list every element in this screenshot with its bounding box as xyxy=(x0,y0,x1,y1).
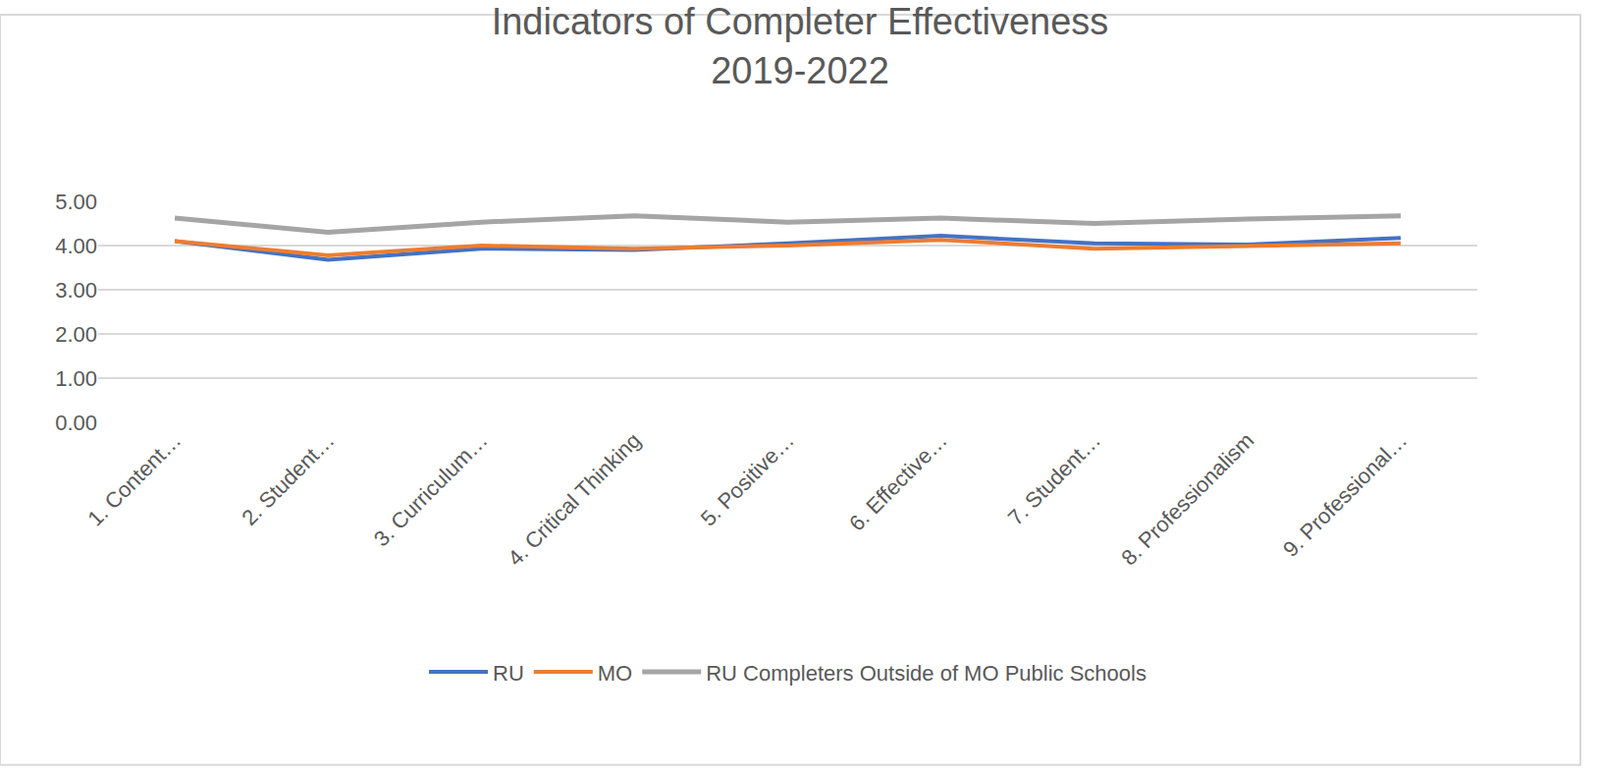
svg-text:5.00: 5.00 xyxy=(54,189,98,214)
svg-text:Indicators of Completer Effect: Indicators of Completer Effectiveness201… xyxy=(491,0,1110,91)
svg-text:6. Effective…: 6. Effective… xyxy=(844,427,953,536)
svg-text:1.00: 1.00 xyxy=(54,366,98,391)
svg-text:4.00: 4.00 xyxy=(54,233,98,259)
svg-text:RU: RU xyxy=(492,660,525,686)
svg-text:0.00: 0.00 xyxy=(54,410,98,435)
svg-text:7. Student…: 7. Student… xyxy=(1003,427,1106,531)
svg-text:2. Student…: 2. Student… xyxy=(236,427,339,531)
svg-text:3.00: 3.00 xyxy=(54,277,98,303)
svg-text:5. Positive…: 5. Positive… xyxy=(695,427,800,532)
svg-text:2.00: 2.00 xyxy=(54,321,98,347)
svg-text:4. Critical Thinking: 4. Critical Thinking xyxy=(502,427,645,571)
svg-text:1. Content…: 1. Content… xyxy=(82,427,186,532)
svg-text:MO: MO xyxy=(597,660,633,686)
svg-text:3. Curriculum…: 3. Curriculum… xyxy=(369,427,493,552)
svg-text:9. Professional…: 9. Professional… xyxy=(1278,427,1412,562)
svg-text:8. Professionalism: 8. Professionalism xyxy=(1116,427,1259,571)
svg-text:RU Completers Outside of MO Pu: RU Completers Outside of MO Public Schoo… xyxy=(705,660,1147,686)
